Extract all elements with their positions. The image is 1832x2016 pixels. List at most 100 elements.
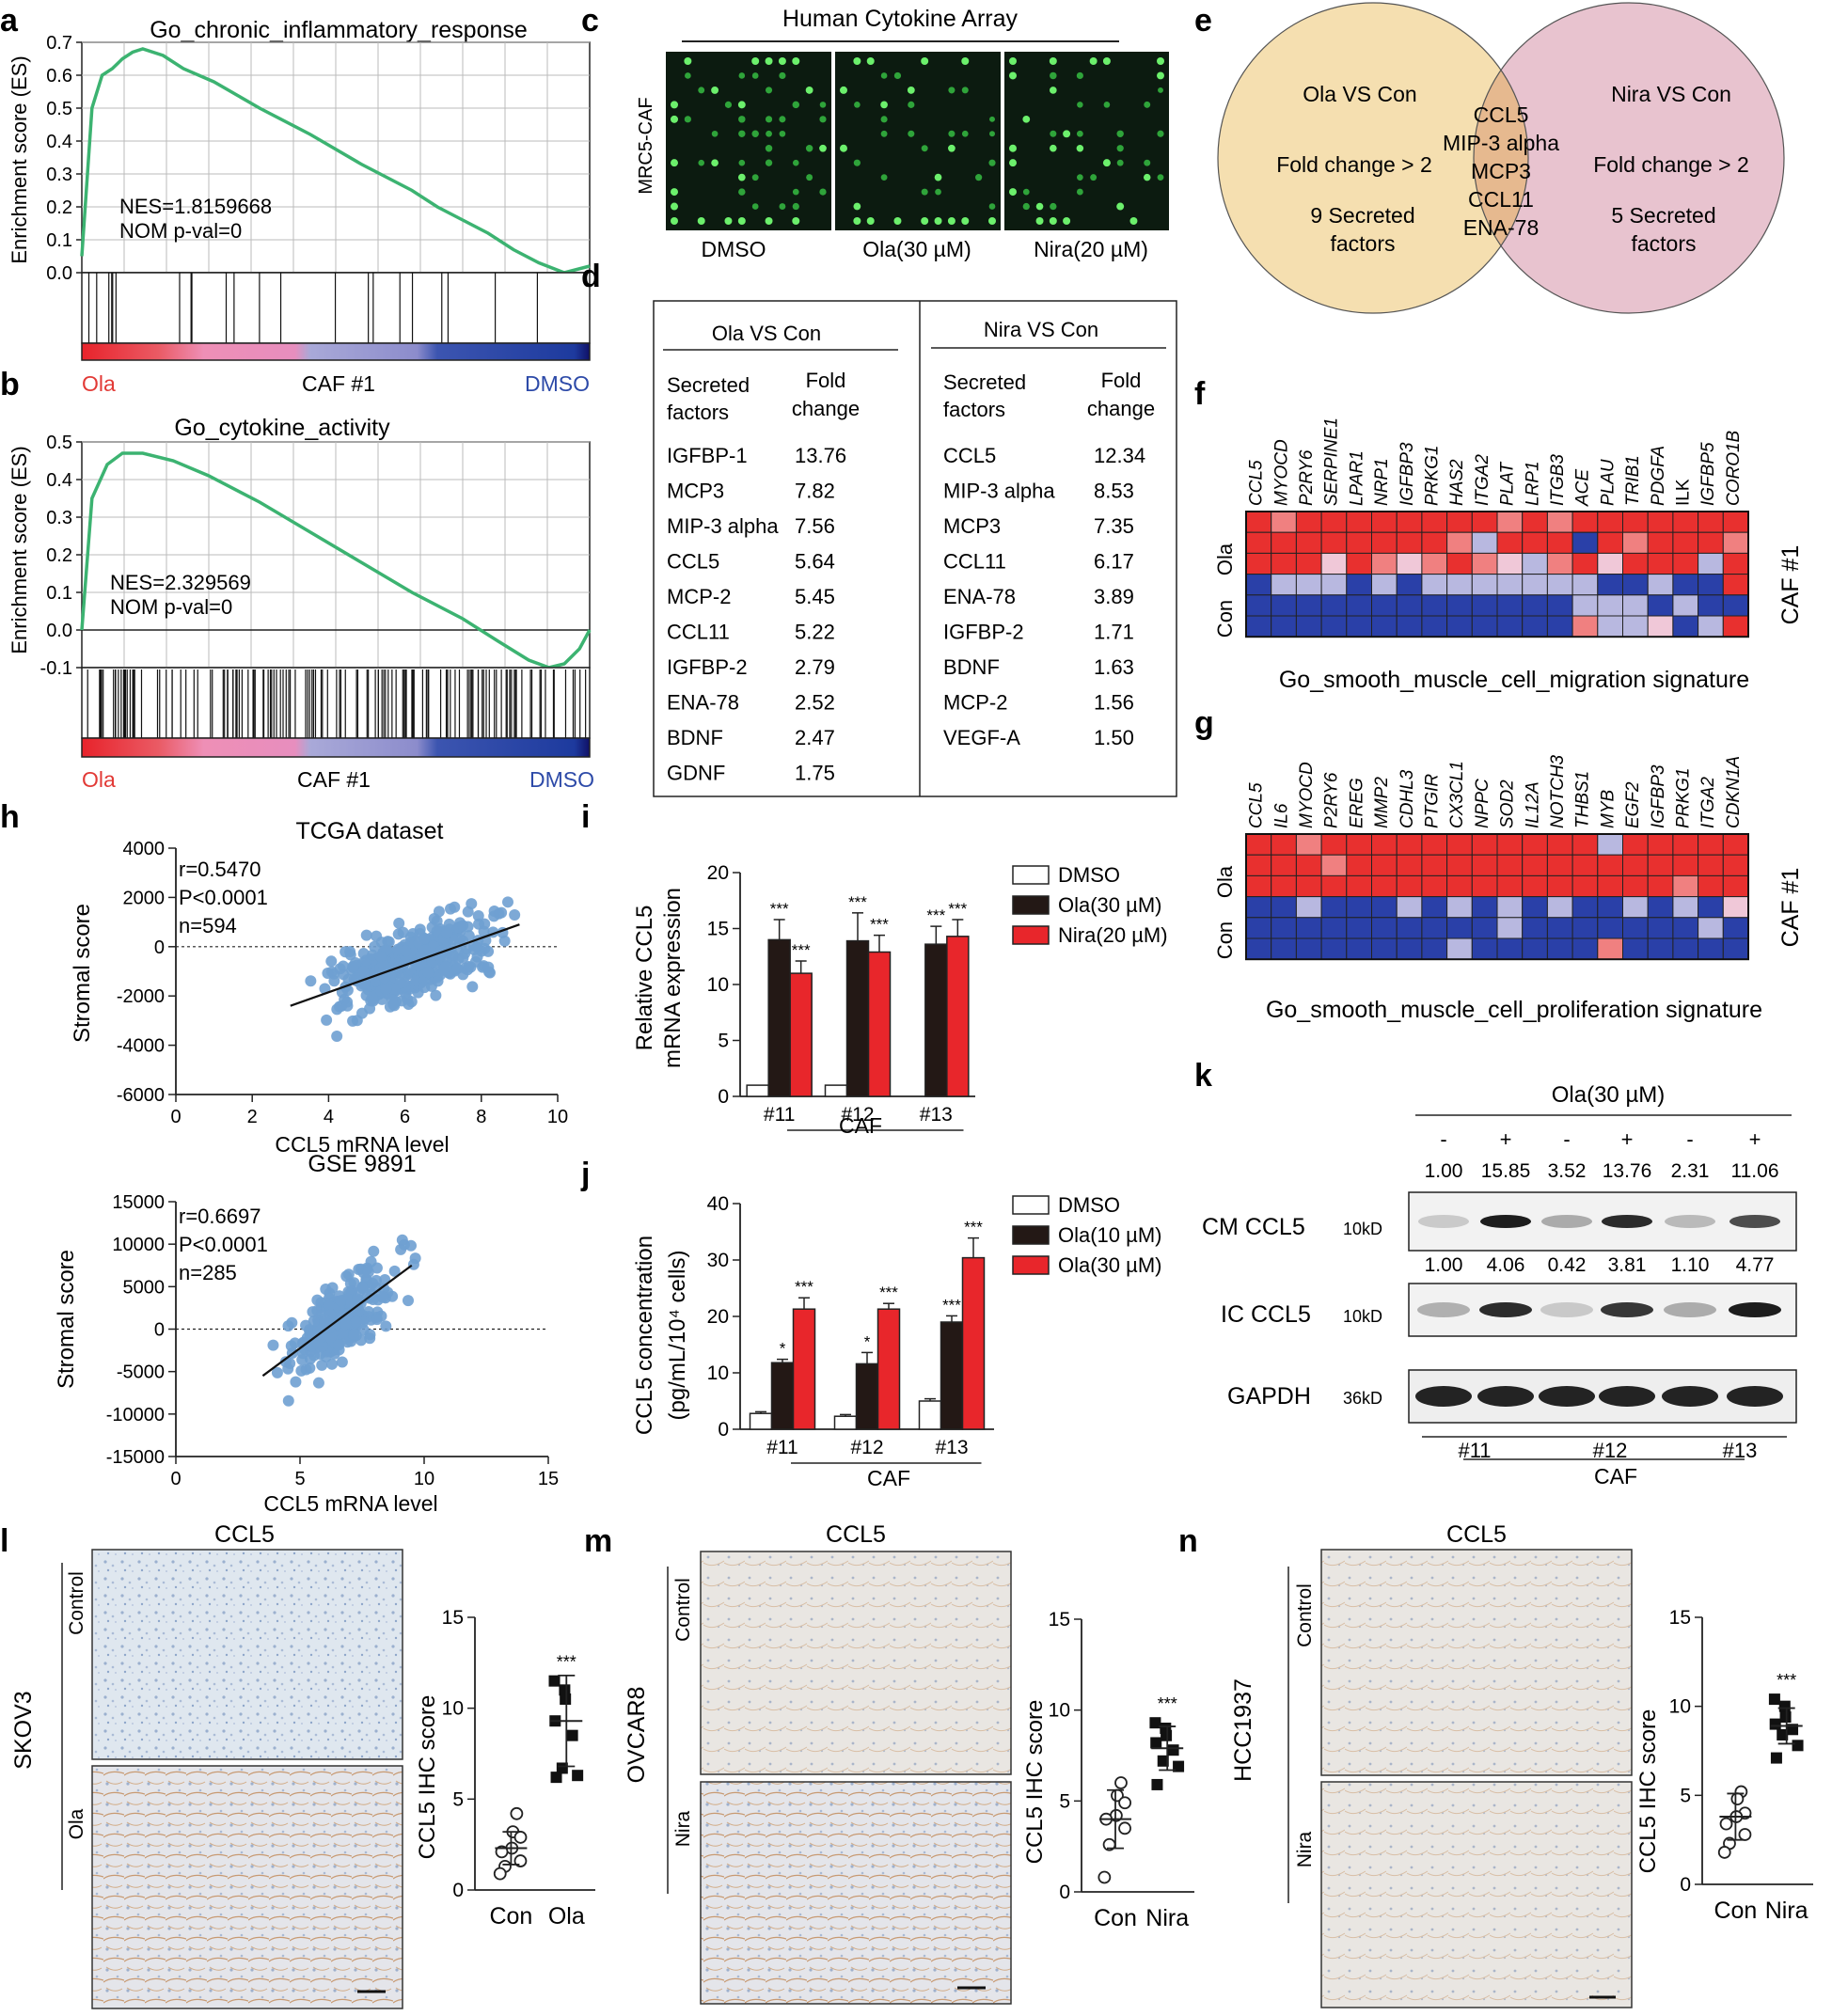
left-row-fold: 2.79 [795, 655, 835, 679]
k-ic-value: 0.42 [1548, 1254, 1587, 1276]
h1-point [488, 905, 500, 917]
right-row-fold: 1.71 [1094, 621, 1134, 644]
venn-common-item: CCL11 [1468, 187, 1534, 212]
f-gene-label: LPAR1 [1347, 450, 1366, 506]
f-gene-label: LRP1 [1523, 461, 1542, 506]
j-bar [940, 1321, 964, 1430]
panel-b-right-label: DMSO [529, 767, 594, 792]
f-heat-cell [1396, 552, 1423, 575]
array-spot [1049, 217, 1057, 225]
g-heat-cell [1371, 854, 1398, 876]
k-group-label: CAF [1594, 1464, 1637, 1488]
n-point-con [1719, 1817, 1733, 1831]
l-ytick-label: 0 [452, 1880, 464, 1901]
f-gene-label: PRKG1 [1422, 446, 1442, 506]
array-spot [853, 159, 861, 166]
g-gene-label: MYB [1598, 790, 1618, 829]
right-row-fold: 6.17 [1094, 550, 1134, 574]
array-spot [961, 87, 969, 94]
f-heat-cell [1446, 531, 1473, 554]
array-spot [1049, 87, 1057, 94]
g-heat-cell [1446, 937, 1473, 960]
g-heat-cell [1496, 854, 1524, 876]
g-heat-cell [1396, 854, 1423, 876]
m-point-treated [1151, 1778, 1163, 1790]
k-band-gapdh [1727, 1386, 1783, 1407]
m-point-con [1098, 1870, 1112, 1884]
n-point-treated [1792, 1740, 1804, 1752]
f-heat-cell [1346, 552, 1373, 575]
l-image-treated [91, 1765, 403, 2009]
f-heat-cell [1295, 531, 1322, 554]
l-top: Control [66, 1571, 87, 1635]
array-spot [724, 217, 733, 225]
h1-point [466, 898, 478, 910]
k-band-gapdh [1477, 1386, 1534, 1407]
f-gene-label: IGFBP5 [1698, 442, 1718, 506]
left-row-factor: MCP-2 [667, 585, 731, 608]
n-point-treated [1778, 1700, 1791, 1712]
k-header: Ola(30 µM) [1552, 1082, 1666, 1108]
m-image-control [700, 1551, 1012, 1775]
f-heat-cell [1722, 615, 1749, 638]
h1-point [440, 960, 452, 972]
g-heat-cell [1647, 896, 1674, 919]
f-heat-cell [1320, 552, 1348, 575]
g-gene-label: CDKN1A [1724, 756, 1744, 828]
g-heat-cell [1471, 833, 1498, 856]
f-heat-cell [1597, 594, 1624, 617]
panel-letter-e: e [1194, 3, 1212, 39]
array-spot [779, 71, 786, 80]
f-heat-cell [1571, 531, 1599, 554]
f-heat-cell [1647, 594, 1674, 617]
array-spot [738, 72, 746, 79]
m-ytick-label: 15 [1049, 1609, 1070, 1630]
h1-fit-line [290, 923, 520, 1007]
j-ylabel1: CCL5 concentration [632, 1236, 657, 1435]
panel-c-title: Human Cytokine Array [782, 6, 1019, 32]
h2-point [318, 1313, 330, 1325]
i-bar [746, 1084, 769, 1097]
panel-b-yticks: 0.5 0.4 0.3 0.2 0.1 0.0 -0.1 [40, 433, 82, 679]
panel-d-left-head: Ola VS Con [712, 322, 821, 345]
g-gene-label: IGFBP3 [1649, 764, 1668, 828]
right-row-fold: 1.56 [1094, 691, 1134, 715]
array-spot [737, 217, 746, 225]
l-point-treated [560, 1693, 572, 1705]
g-heat-cell [1522, 854, 1548, 876]
f-heat-cell [1371, 531, 1398, 554]
f-heat-cell [1471, 552, 1498, 575]
f-heat-cell [1647, 574, 1674, 596]
k-groups: #11 #12 #13 [1458, 1439, 1757, 1462]
array-spot [1009, 57, 1017, 65]
g-heat-cell [1421, 937, 1448, 960]
f-heat-cell [1320, 615, 1348, 638]
right-row-factor: MCP3 [943, 514, 1001, 538]
h2-point [312, 1377, 324, 1389]
m-point-con [1114, 1776, 1128, 1789]
k-sign: - [1686, 1127, 1693, 1151]
h1-point [305, 975, 317, 987]
array-spot [738, 130, 746, 137]
panel-e-venn: e Ola VS Con Fold change > 2 9 Secreted … [1194, 2, 1785, 314]
h2-point [295, 1364, 308, 1377]
panel-a-mid-label: CAF #1 [302, 371, 375, 396]
h1-point [397, 926, 409, 938]
f-heat-cell [1245, 615, 1272, 638]
f-heat-cell [1672, 615, 1699, 638]
panel-b-grid [82, 441, 590, 669]
array-spot [921, 145, 928, 152]
m-ytick-label: 0 [1059, 1882, 1070, 1903]
g-heat-cell [1271, 917, 1297, 939]
n-plot: 15 10 5 0 Con Nira *** [1669, 1607, 1813, 1924]
f-heat-cell [1421, 511, 1448, 533]
i-bar [789, 972, 813, 1097]
panel-g-side: CAF #1 [1777, 868, 1804, 948]
g-heat-cell [1496, 833, 1524, 856]
h2-point [285, 1340, 297, 1352]
g-heat-cell [1522, 937, 1548, 960]
h1-xtick-label: 4 [324, 1107, 334, 1127]
g-heat-cell [1245, 917, 1272, 939]
